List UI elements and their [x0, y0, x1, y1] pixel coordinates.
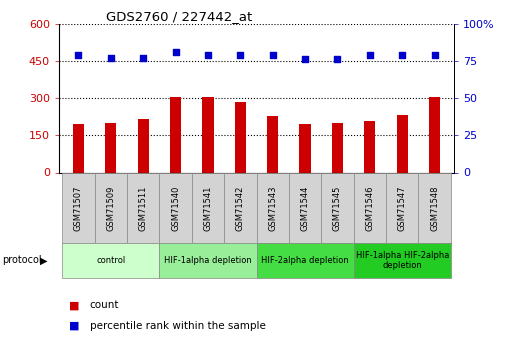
Bar — [256, 172, 289, 243]
Bar — [160, 243, 256, 278]
Point — [398, 52, 406, 57]
Bar — [397, 115, 408, 172]
Bar — [386, 172, 419, 243]
Bar — [353, 243, 451, 278]
Bar — [137, 119, 149, 172]
Point — [107, 55, 115, 60]
Bar — [127, 172, 160, 243]
Bar — [419, 172, 451, 243]
Bar — [94, 172, 127, 243]
Text: GSM71541: GSM71541 — [204, 185, 212, 230]
Text: GSM71543: GSM71543 — [268, 185, 277, 230]
Bar — [353, 172, 386, 243]
Bar — [224, 172, 256, 243]
Bar — [429, 97, 440, 172]
Point — [366, 52, 374, 57]
Bar — [267, 116, 279, 172]
Bar — [332, 122, 343, 172]
Bar — [73, 124, 84, 172]
Point — [430, 52, 439, 57]
Text: ▶: ▶ — [40, 256, 47, 265]
Text: GSM71511: GSM71511 — [139, 185, 148, 230]
Bar — [256, 243, 353, 278]
Text: ■: ■ — [69, 321, 80, 331]
Text: GSM71547: GSM71547 — [398, 185, 407, 230]
Point — [171, 49, 180, 55]
Text: GSM71509: GSM71509 — [106, 185, 115, 230]
Text: ■: ■ — [69, 300, 80, 310]
Bar — [62, 243, 160, 278]
Text: GSM71546: GSM71546 — [365, 185, 374, 230]
Text: control: control — [96, 256, 125, 265]
Text: GSM71544: GSM71544 — [301, 185, 309, 230]
Point — [204, 52, 212, 57]
Point — [74, 52, 83, 57]
Point — [269, 52, 277, 57]
Bar — [62, 172, 94, 243]
Bar — [289, 172, 321, 243]
Text: GSM71507: GSM71507 — [74, 185, 83, 230]
Point — [333, 56, 342, 62]
Bar — [234, 102, 246, 172]
Text: protocol: protocol — [3, 256, 42, 265]
Bar — [300, 124, 311, 172]
Bar — [202, 97, 213, 172]
Bar — [105, 122, 116, 172]
Bar — [364, 121, 376, 172]
Point — [236, 52, 244, 57]
Text: HIF-1alpha depletion: HIF-1alpha depletion — [164, 256, 252, 265]
Text: GSM71548: GSM71548 — [430, 185, 439, 230]
Text: GSM71542: GSM71542 — [236, 185, 245, 230]
Text: percentile rank within the sample: percentile rank within the sample — [90, 321, 266, 331]
Bar — [192, 172, 224, 243]
Text: GDS2760 / 227442_at: GDS2760 / 227442_at — [106, 10, 252, 23]
Bar — [160, 172, 192, 243]
Point — [139, 55, 147, 60]
Text: GSM71540: GSM71540 — [171, 185, 180, 230]
Bar — [321, 172, 353, 243]
Text: count: count — [90, 300, 120, 310]
Bar — [170, 97, 181, 172]
Text: HIF-2alpha depletion: HIF-2alpha depletion — [261, 256, 349, 265]
Point — [301, 56, 309, 62]
Text: GSM71545: GSM71545 — [333, 185, 342, 230]
Text: HIF-1alpha HIF-2alpha
depletion: HIF-1alpha HIF-2alpha depletion — [356, 251, 449, 270]
